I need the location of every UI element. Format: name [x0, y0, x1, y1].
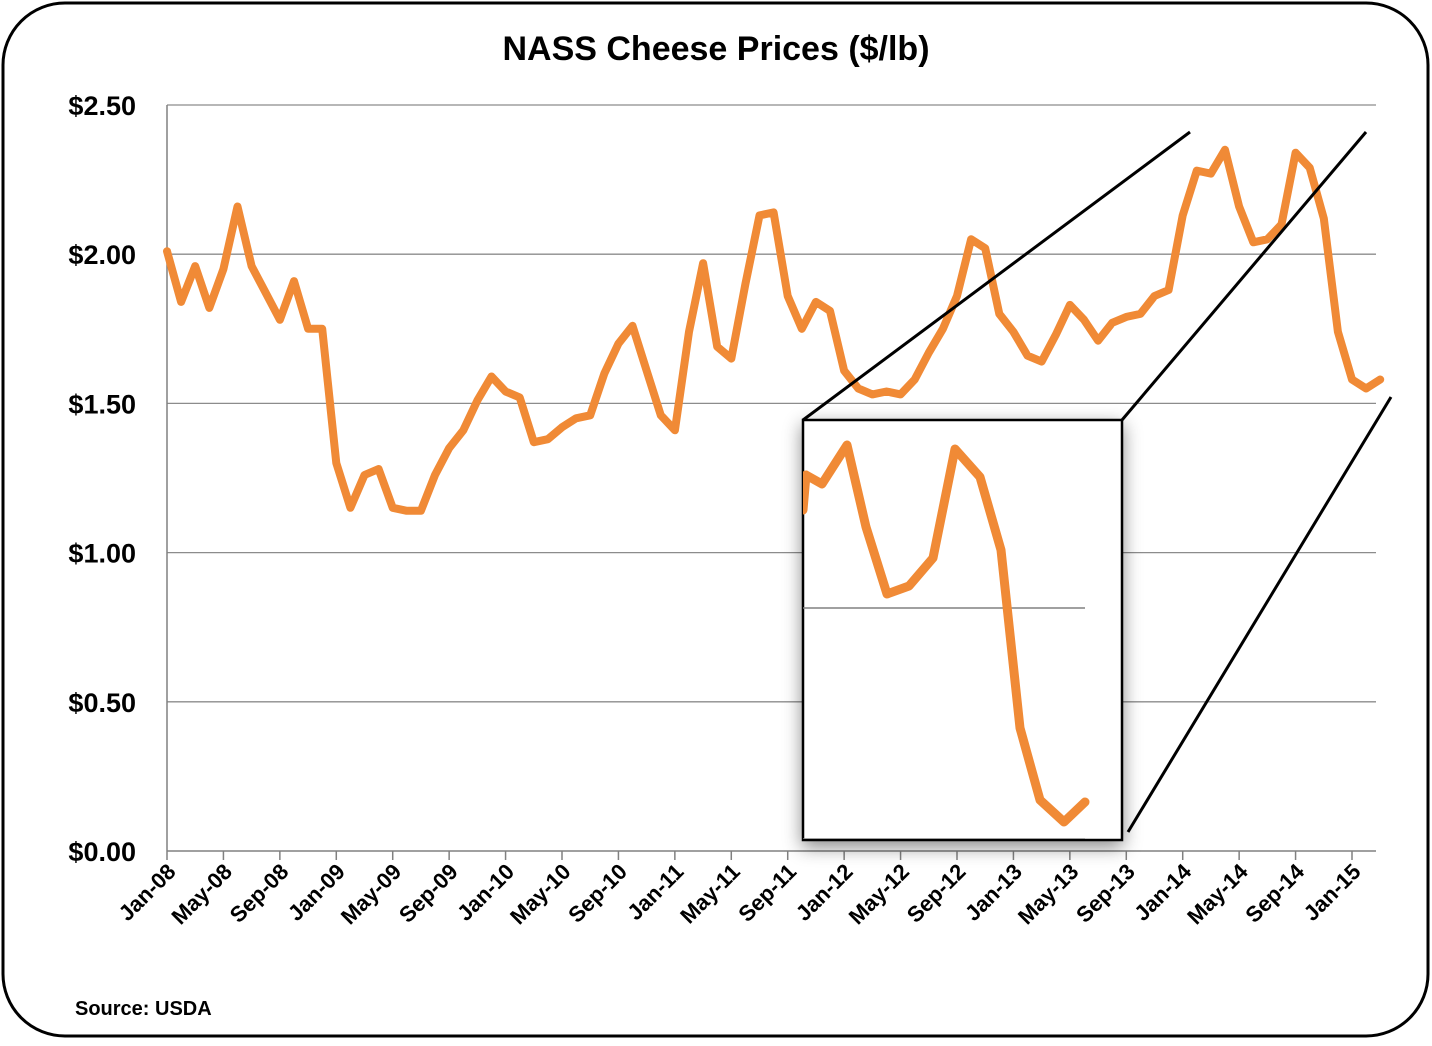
- zoom-line-top-right: [1120, 131, 1368, 421]
- y-tick-label: $2.50: [68, 91, 136, 121]
- y-tick-label: $1.50: [68, 389, 136, 419]
- chart-title: NASS Cheese Prices ($/lb): [502, 30, 929, 68]
- y-tick-label: $2.00: [68, 240, 136, 270]
- zoom-line-bottom-right: [1126, 396, 1393, 833]
- y-tick-label: $0.50: [68, 688, 136, 718]
- series-line-cheese-price: [163, 145, 1385, 515]
- source-note: Source: USDA: [75, 998, 212, 1020]
- y-tick-label: $0.00: [68, 837, 136, 867]
- y-tick-label: $1.00: [68, 539, 136, 569]
- inset-series-line: [803, 440, 1090, 827]
- gridlines: [167, 104, 1376, 703]
- inset-box: [801, 418, 1124, 842]
- x-axis-ticks: [166, 851, 1353, 860]
- y-axis-labels: $0.00 $0.50 $1.00 $1.50 $2.00 $2.50: [68, 91, 136, 867]
- zoom-inset: [801, 418, 1124, 842]
- zoom-line-top-left: [802, 130, 1191, 422]
